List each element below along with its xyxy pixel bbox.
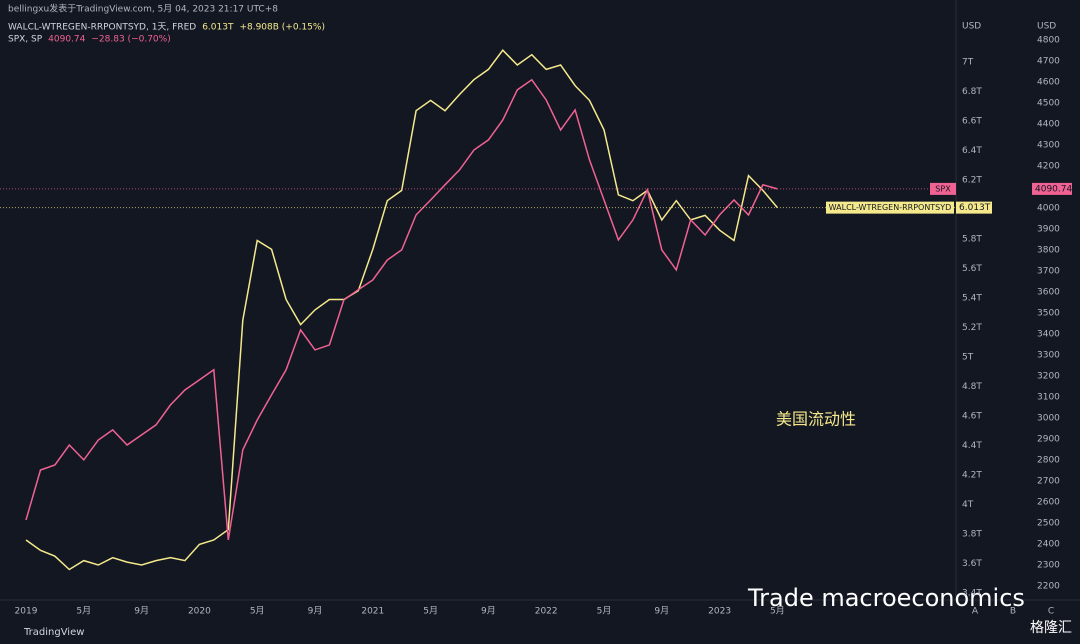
name-tag	[930, 182, 956, 195]
scale-button: C	[1048, 607, 1054, 617]
legend-title: WALCL-WTREGEN-RRPONTSYD, 1天, FRED	[8, 23, 196, 33]
x-tick-label: 9月	[654, 606, 669, 617]
name-tag-label: WALCL-WTREGEN-RRPONTSYD	[829, 203, 952, 212]
y-tick-label: 3.4T	[962, 589, 982, 599]
y-tick-label: 6.8T	[962, 87, 982, 97]
scale-button: B	[1010, 607, 1016, 617]
x-tick-label: 5月	[423, 606, 438, 617]
source-badge: 格隆汇	[1030, 620, 1072, 636]
x-tick-label: 9月	[308, 606, 323, 617]
y2-tick-label: 2600	[1037, 497, 1060, 507]
legend-value: 6.013T	[202, 23, 234, 33]
y-tick-label: 7T	[962, 58, 974, 68]
y-tick-label: 4.2T	[962, 471, 982, 481]
y2-tick-label: 4000	[1037, 203, 1060, 213]
x-tick-label: 5月	[250, 606, 265, 617]
y2-tick-label: 2400	[1037, 539, 1060, 549]
y2-tick-label: 4700	[1037, 56, 1060, 66]
legend-change: +8.908B (+0.15%)	[239, 23, 325, 33]
y-tick-label: 4T	[962, 500, 974, 510]
y-tick-label: 5.2T	[962, 323, 982, 333]
line	[25, 78, 778, 541]
brand: TradingView	[23, 627, 84, 638]
y2-tick-label: 2500	[1037, 518, 1060, 528]
x-tick-label: 9月	[481, 606, 496, 617]
y2-tick-label: 3000	[1037, 413, 1060, 423]
value-tag	[956, 201, 992, 214]
x-tick-label: 5月	[597, 606, 612, 617]
value-tag-label: 6.013T	[959, 203, 991, 213]
y-tick-label: 4.8T	[962, 382, 982, 392]
line	[25, 49, 778, 571]
legend-title: SPX, SP	[8, 35, 43, 45]
y2-tick-label: 3800	[1037, 245, 1060, 255]
y2-tick-label: 3500	[1037, 308, 1060, 318]
y2-tick-label: 3900	[1037, 224, 1060, 234]
y-tick-label: 5.8T	[962, 235, 982, 245]
subtitle: bellingxu发表于TradingView.com, 5月 04, 2023…	[8, 3, 278, 15]
watermark: Trade macroeconomics	[747, 584, 1025, 612]
y2-tick-label: 3200	[1037, 371, 1060, 381]
y-tick-label: 6.4T	[962, 146, 982, 156]
x-tick-label: 2020	[188, 607, 211, 617]
y-tick-label: 4.4T	[962, 441, 982, 451]
y-tick-label: 5.4T	[962, 294, 982, 304]
y2-tick-label: 4300	[1037, 140, 1060, 150]
y2-tick-label: 3600	[1037, 287, 1060, 297]
y2-tick-label: 3300	[1037, 350, 1060, 360]
y2-tick-label: 4500	[1037, 98, 1060, 108]
x-tick-label: 9月	[134, 606, 149, 617]
x-tick-label: 5月	[76, 606, 91, 617]
y-tick-label: 5T	[962, 353, 974, 363]
y-tick-label: 4.6T	[962, 412, 982, 422]
y-tick-label: 6.2T	[962, 176, 982, 186]
y-tick-label: 3.6T	[962, 559, 982, 569]
legend-value: 4090.74	[48, 35, 85, 45]
y2-tick-label: 4200	[1037, 161, 1060, 171]
y2-tick-label: 4800	[1037, 35, 1060, 45]
x-tick-label: 5月	[770, 606, 785, 617]
y2-tick-label: 2900	[1037, 434, 1060, 444]
annotation: 美国流动性	[776, 410, 856, 429]
y2-tick-label: 2700	[1037, 476, 1060, 486]
y2-tick-label: 2300	[1037, 560, 1060, 570]
y-tick-label: 5.6T	[962, 264, 982, 274]
y2-tick-label: 3400	[1037, 329, 1060, 339]
y2-tick-label: 2200	[1037, 581, 1060, 591]
value-tag	[1032, 182, 1072, 195]
name-tag-label: SPX	[935, 184, 951, 193]
x-tick-label: 2022	[535, 607, 558, 617]
y2-tick-label: 4600	[1037, 77, 1060, 87]
x-tick-label: 2019	[15, 607, 38, 617]
y-tick-label: 6.6T	[962, 117, 982, 127]
x-tick-label: 2023	[708, 607, 731, 617]
y2-tick-label: 2800	[1037, 455, 1060, 465]
x-tick-label: 2021	[361, 607, 384, 617]
y-unit: USD	[962, 22, 981, 32]
scale-button: A	[972, 607, 979, 617]
value-tag-label: 4090.74	[1035, 184, 1072, 194]
y-tick-label: 3.8T	[962, 530, 982, 540]
y2-tick-label: 3100	[1037, 392, 1060, 402]
y2-tick-label: 3700	[1037, 266, 1060, 276]
y2-unit: USD	[1037, 22, 1056, 32]
y2-tick-label: 4400	[1037, 119, 1060, 129]
legend-change: −28.83 (−0.70%)	[91, 35, 170, 45]
name-tag	[826, 201, 954, 214]
